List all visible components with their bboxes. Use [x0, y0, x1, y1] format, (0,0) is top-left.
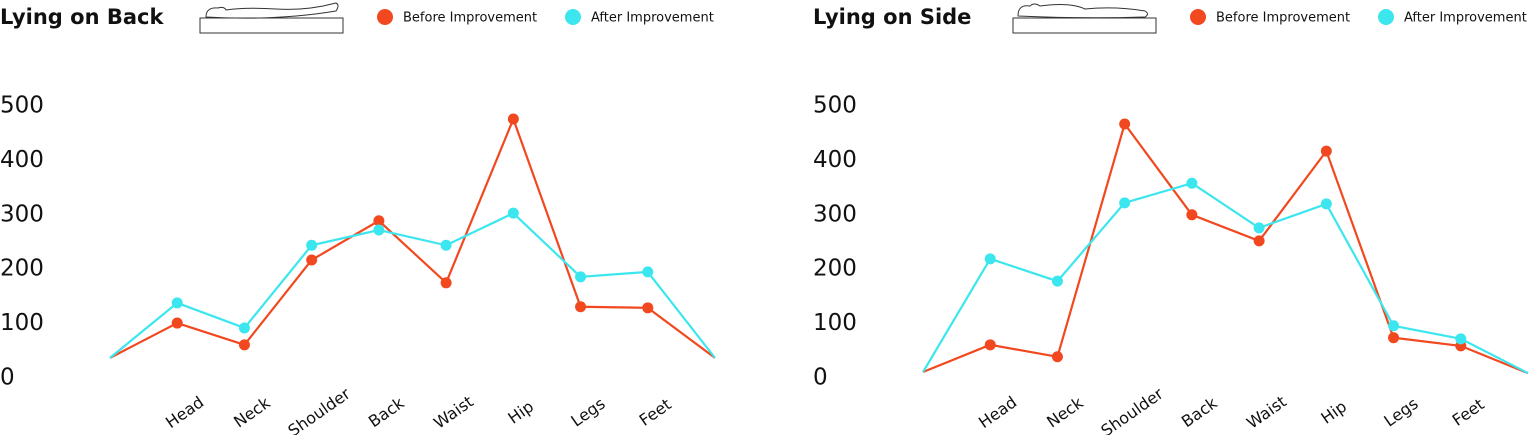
data-point: [1051, 275, 1063, 287]
data-point: [238, 339, 250, 351]
y-tick-label: 100: [0, 310, 44, 336]
legend-marker: [1378, 9, 1394, 25]
legend-label: Before Improvement: [403, 11, 537, 26]
y-tick-label: 300: [0, 201, 44, 227]
chart-title: Lying on Side: [813, 5, 971, 29]
y-tick-label: 0: [813, 365, 828, 391]
data-point: [1320, 198, 1332, 210]
data-point: [373, 224, 385, 236]
mattress-icon: [199, 2, 344, 34]
x-tick-label: Neck: [230, 393, 274, 432]
x-tick-label: Legs: [1380, 394, 1421, 431]
data-point: [1186, 209, 1198, 221]
x-tick-label: Shoulder: [284, 384, 354, 435]
x-tick-label: Feet: [1449, 395, 1488, 430]
x-tick-label: Neck: [1043, 393, 1087, 432]
data-point: [507, 207, 519, 219]
x-tick-label: Head: [975, 392, 1020, 432]
data-point: [171, 317, 183, 329]
data-point: [507, 113, 519, 125]
data-point: [575, 271, 587, 283]
x-tick-label: Feet: [636, 395, 675, 430]
data-point: [984, 339, 996, 351]
series-line: [922, 182, 1529, 375]
x-tick-label: Head: [162, 392, 207, 432]
data-point: [440, 277, 452, 289]
series-line: [109, 115, 716, 359]
y-tick-label: 400: [813, 147, 857, 173]
legend-label: After Improvement: [591, 11, 714, 26]
legend-marker: [565, 9, 581, 25]
y-tick-label: 200: [813, 256, 857, 282]
y-tick-label: 400: [0, 147, 44, 173]
legend-label: After Improvement: [1404, 11, 1527, 26]
y-tick-label: 0: [0, 365, 15, 391]
series-line: [109, 211, 716, 359]
x-tick-label: Waist: [1243, 392, 1290, 433]
data-point: [1320, 145, 1332, 157]
series-line: [922, 121, 1529, 375]
data-point: [306, 239, 318, 251]
x-tick-label: Back: [1178, 393, 1221, 431]
data-point: [440, 239, 452, 251]
data-point: [1051, 351, 1063, 363]
data-point: [1388, 332, 1400, 344]
chart-title: Lying on Back: [0, 5, 164, 29]
legend-label: Before Improvement: [1216, 11, 1350, 26]
data-point: [306, 254, 318, 266]
y-tick-label: 500: [813, 93, 857, 119]
y-tick-label: 500: [0, 93, 44, 119]
mattress-icon: [1012, 3, 1157, 34]
x-tick-label: Waist: [430, 392, 477, 433]
x-tick-label: Back: [365, 393, 408, 431]
data-point: [238, 322, 250, 334]
data-point: [642, 266, 654, 278]
data-point: [171, 297, 183, 309]
legend-marker: [377, 9, 393, 25]
y-tick-label: 300: [813, 201, 857, 227]
data-point: [1455, 333, 1467, 345]
x-tick-label: Legs: [567, 394, 608, 431]
data-point: [1186, 177, 1198, 189]
y-tick-label: 100: [813, 310, 857, 336]
data-point: [642, 302, 654, 314]
data-point: [1253, 222, 1265, 234]
data-point: [984, 253, 996, 265]
data-point: [1119, 118, 1131, 130]
data-point: [575, 301, 587, 313]
legend-marker: [1190, 9, 1206, 25]
x-tick-label: Hip: [504, 397, 537, 428]
y-tick-label: 200: [0, 256, 44, 282]
x-tick-label: Shoulder: [1097, 384, 1167, 435]
data-point: [373, 215, 385, 227]
data-point: [1388, 320, 1400, 332]
data-point: [1119, 197, 1131, 209]
data-point: [1253, 235, 1265, 247]
x-tick-label: Hip: [1317, 397, 1350, 428]
